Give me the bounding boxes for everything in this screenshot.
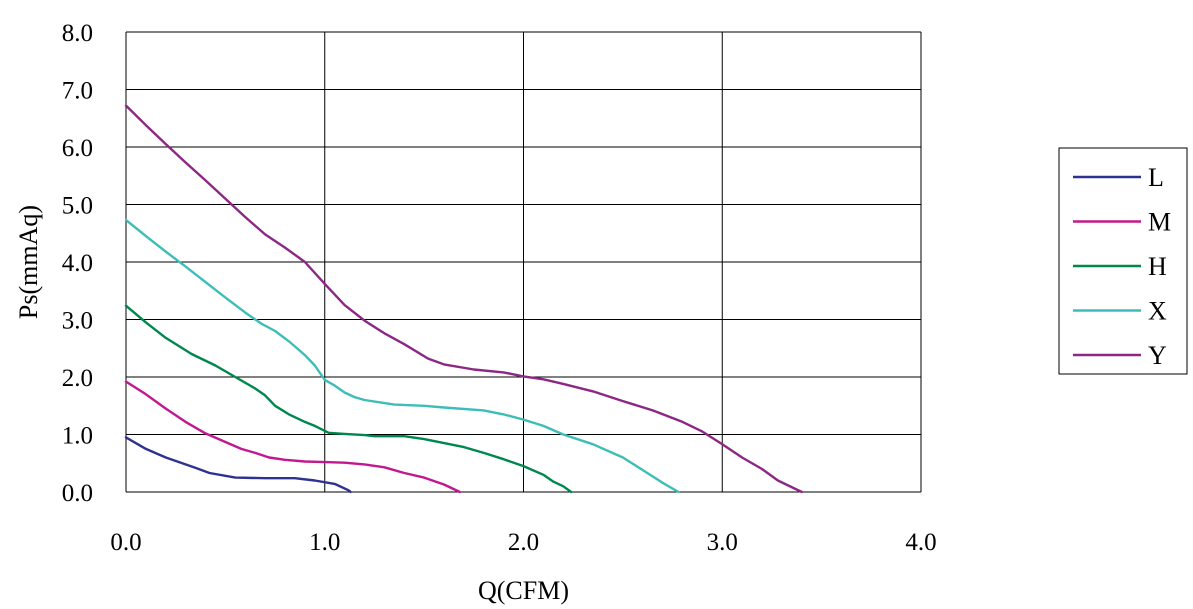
y-tick-label: 2.0 (62, 365, 93, 392)
legend-label-m: M (1148, 208, 1171, 237)
y-tick-label: 4.0 (62, 250, 93, 277)
legend-box (1058, 147, 1188, 375)
series-line-h (124, 304, 573, 494)
series-line-x (124, 218, 680, 494)
y-tick-label: 5.0 (62, 193, 93, 220)
series-line-m (124, 380, 462, 494)
series-line-y (124, 104, 803, 494)
series-line-l (124, 436, 352, 494)
y-tick-label: 1.0 (62, 423, 93, 450)
y-tick-label: 0.0 (62, 480, 93, 507)
legend-label-l: L (1148, 163, 1164, 192)
x-tick-label: 2.0 (508, 529, 539, 556)
x-tick-labels: 0.0 1.0 2.0 3.0 4.0 (110, 529, 936, 556)
x-tick-label: 3.0 (707, 529, 738, 556)
legend-label-y: Y (1148, 341, 1167, 370)
series-lines (124, 104, 803, 494)
y-tick-label: 7.0 (62, 78, 93, 105)
y-tick-label: 8.0 (62, 20, 93, 47)
grid (125, 31, 922, 493)
x-tick-label: 1.0 (309, 529, 340, 556)
x-tick-label: 0.0 (110, 529, 141, 556)
y-tick-label: 3.0 (62, 308, 93, 335)
x-axis-label: Q(CFM) (478, 576, 569, 605)
y-tick-label: 6.0 (62, 135, 93, 162)
y-tick-labels: 0.0 1.0 2.0 3.0 4.0 5.0 6.0 7.0 8.0 (62, 20, 93, 507)
x-tick-label: 4.0 (905, 529, 936, 556)
y-axis-label: Ps(mmAq) (14, 205, 43, 319)
legend-label-h: H (1148, 252, 1167, 281)
legend-label-x: X (1148, 297, 1167, 326)
